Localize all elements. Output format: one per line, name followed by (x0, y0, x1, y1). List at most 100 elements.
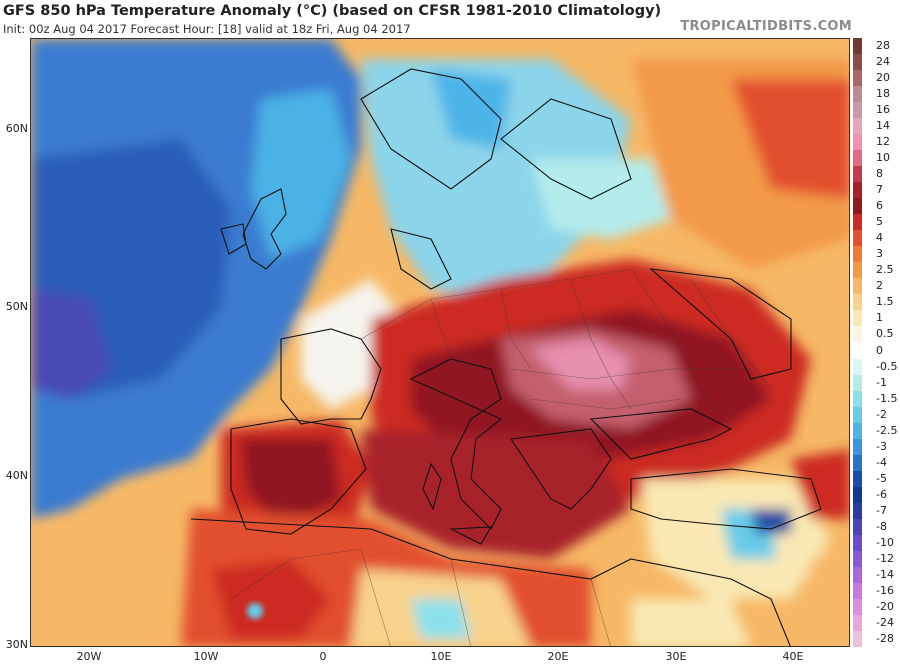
colorbar-swatch (853, 262, 862, 279)
colorbar-swatch (853, 150, 862, 167)
colorbar-row: -1 (852, 374, 900, 391)
colorbar-label: 0.5 (876, 327, 894, 341)
colorbar-swatch (853, 454, 862, 471)
colorbar-label: -7 (876, 503, 887, 517)
colorbar-label: -8 (876, 519, 887, 533)
colorbar-swatch (853, 422, 862, 439)
colorbar-label: -0.5 (876, 359, 898, 373)
colorbar-label: 8 (876, 167, 883, 181)
colorbar-row: 0.5 (852, 326, 900, 343)
colorbar-label: 7 (876, 183, 883, 197)
colorbar-swatch (853, 278, 862, 295)
colorbar-swatch (853, 326, 862, 343)
colorbar-label: 12 (876, 135, 890, 149)
colorbar-row: -7 (852, 502, 900, 519)
colorbar-swatch (853, 358, 862, 375)
colorbar-row: -2 (852, 406, 900, 423)
colorbar-label: -2 (876, 407, 887, 421)
colorbar-row: 0 (852, 342, 900, 359)
colorbar-label: 18 (876, 87, 890, 101)
lon-label-20w: 20W (76, 650, 102, 663)
colorbar-row: -16 (852, 582, 900, 599)
lon-label-20e: 20E (547, 650, 569, 663)
colorbar-row: -8 (852, 518, 900, 535)
colorbar-label: 6 (876, 199, 883, 213)
colorbar-row: 12 (852, 134, 900, 151)
colorbar-label: 4 (876, 231, 883, 245)
colorbar-swatch (853, 294, 862, 311)
colorbar-label: 10 (876, 151, 890, 165)
colorbar-row: 16 (852, 102, 900, 119)
lon-label-10e: 10E (430, 650, 452, 663)
lon-label-10w: 10W (193, 650, 219, 663)
colorbar-row: -20 (852, 598, 900, 615)
colorbar-swatch (853, 38, 862, 55)
colorbar-label: 3 (876, 247, 883, 261)
colorbar-row: -6 (852, 486, 900, 503)
lon-label-30e: 30E (665, 650, 687, 663)
anomaly-map (30, 38, 850, 647)
colorbar-swatch (853, 54, 862, 71)
anomaly-map-svg (31, 39, 849, 646)
colorbar-swatch (853, 614, 862, 631)
colorbar-label: 16 (876, 103, 890, 117)
colorbar-label: 14 (876, 119, 890, 133)
colorbar-swatch (853, 518, 862, 535)
colorbar-legend: 28 24 20 18 16 14 12 10 8 7 6 5 4 3 2.5 2 1.5 1 0.5 0 -0.5 -1… (852, 38, 900, 647)
colorbar-label: -6 (876, 487, 887, 501)
colorbar-swatch (853, 630, 862, 647)
colorbar-swatch (853, 406, 862, 423)
colorbar-row: 20 (852, 70, 900, 87)
colorbar-label: 2 (876, 279, 883, 293)
lat-label-30n: 30N (5, 638, 28, 651)
colorbar-swatch (853, 550, 862, 567)
colorbar-swatch (853, 534, 862, 551)
colorbar-swatch (853, 374, 862, 391)
colorbar-label: 5 (876, 215, 883, 229)
borders (230, 268, 772, 646)
colorbar-swatch (853, 598, 862, 615)
colorbar-label: -2.5 (876, 423, 898, 437)
colorbar-label: 20 (876, 71, 890, 85)
colorbar-row: 18 (852, 86, 900, 103)
colorbar-label: 1.5 (876, 295, 894, 309)
colorbar-swatch (853, 438, 862, 455)
colorbar-label: -20 (876, 599, 894, 613)
colorbar-row: 28 (852, 38, 900, 55)
colorbar-swatch (853, 246, 862, 263)
colorbar-row: 5 (852, 214, 900, 231)
colorbar-row: 14 (852, 118, 900, 135)
colorbar-row: 2 (852, 278, 900, 295)
colorbar-swatch (853, 134, 862, 151)
colorbar-swatch (853, 486, 862, 503)
colorbar-row: 8 (852, 166, 900, 183)
colorbar-row: 24 (852, 54, 900, 71)
colorbar-label: -1.5 (876, 391, 898, 405)
colorbar-row: -3 (852, 438, 900, 455)
colorbar-row: -24 (852, 614, 900, 631)
colorbar-row: -10 (852, 534, 900, 551)
colorbar-row: -4 (852, 454, 900, 471)
colorbar-swatch (853, 342, 862, 359)
colorbar-label: -14 (876, 567, 894, 581)
colorbar-swatch (853, 310, 862, 327)
colorbar-row: -0.5 (852, 358, 900, 375)
lat-label-40n: 40N (5, 469, 28, 482)
colorbar-row: 3 (852, 246, 900, 263)
cold-spot (247, 603, 263, 619)
colorbar-swatch (853, 118, 862, 135)
colorbar-swatch (853, 390, 862, 407)
colorbar-label: 1 (876, 311, 883, 325)
colorbar-swatch (853, 70, 862, 87)
colorbar-row: 4 (852, 230, 900, 247)
colorbar-row: -2.5 (852, 422, 900, 439)
colorbar-row: 2.5 (852, 262, 900, 279)
colorbar-row: -28 (852, 630, 900, 647)
colorbar-swatch (853, 470, 862, 487)
colorbar-label: -5 (876, 471, 887, 485)
colorbar-label: -3 (876, 439, 887, 453)
lon-label-0: 0 (319, 650, 327, 663)
colorbar-label: -1 (876, 375, 887, 389)
colorbar-label: -12 (876, 551, 894, 565)
colorbar-row: -1.5 (852, 390, 900, 407)
